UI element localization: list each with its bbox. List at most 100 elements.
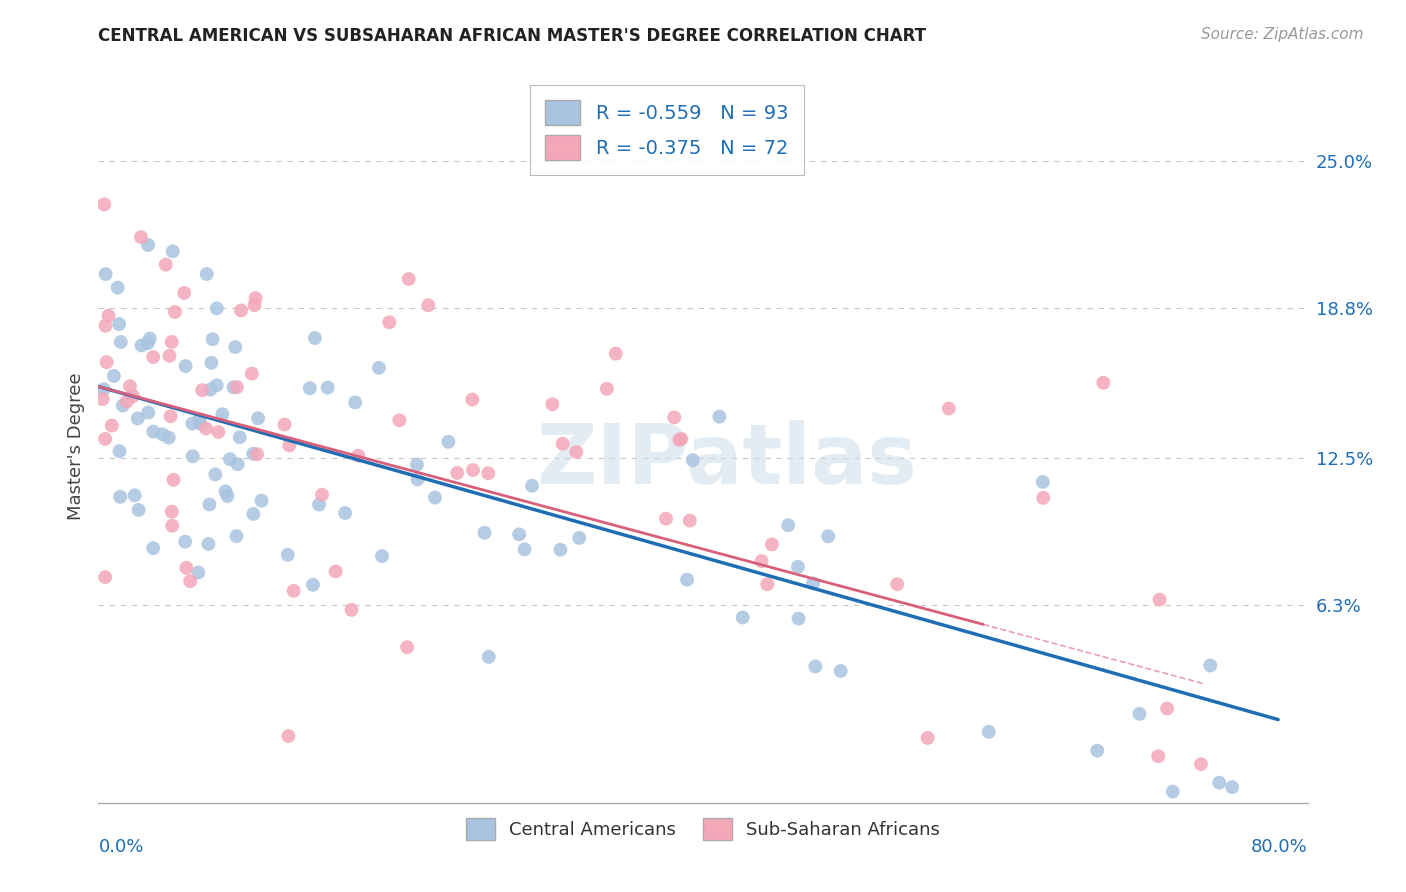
Point: [568, 531, 591, 545]
Point: [817, 529, 839, 543]
Y-axis label: Master's Degree: Master's Degree: [66, 372, 84, 520]
Point: [388, 413, 411, 427]
Point: [188, 413, 211, 427]
Point: [1149, 592, 1171, 607]
Point: [242, 447, 264, 461]
Point: [1189, 757, 1212, 772]
Point: [778, 518, 800, 533]
Point: [229, 303, 252, 318]
Point: [398, 272, 420, 286]
Point: [187, 566, 209, 580]
Point: [142, 425, 165, 439]
Point: [344, 395, 367, 409]
Point: [423, 491, 446, 505]
Point: [676, 573, 699, 587]
Point: [787, 612, 810, 626]
Point: [217, 489, 239, 503]
Point: [304, 331, 326, 345]
Point: [222, 380, 245, 394]
Point: [682, 453, 704, 467]
Point: [1032, 491, 1054, 505]
Point: [731, 610, 754, 624]
Point: [565, 445, 588, 459]
Point: [273, 417, 295, 432]
Point: [128, 503, 150, 517]
Point: [97, 309, 120, 323]
Point: [308, 498, 330, 512]
Point: [107, 280, 129, 294]
Point: [368, 360, 391, 375]
Point: [801, 576, 824, 591]
Point: [226, 380, 249, 394]
Point: [508, 527, 530, 541]
Point: [122, 389, 145, 403]
Point: [94, 318, 117, 333]
Point: [1032, 475, 1054, 489]
Point: [938, 401, 960, 416]
Point: [245, 291, 267, 305]
Point: [181, 417, 204, 431]
Point: [655, 511, 678, 525]
Point: [108, 444, 131, 458]
Point: [176, 561, 198, 575]
Point: [195, 267, 218, 281]
Point: [371, 549, 394, 563]
Point: [1156, 701, 1178, 715]
Text: 80.0%: 80.0%: [1251, 838, 1308, 856]
Point: [1199, 658, 1222, 673]
Text: Source: ZipAtlas.com: Source: ZipAtlas.com: [1201, 27, 1364, 42]
Text: CENTRAL AMERICAN VS SUBSAHARAN AFRICAN MASTER'S DEGREE CORRELATION CHART: CENTRAL AMERICAN VS SUBSAHARAN AFRICAN M…: [98, 27, 927, 45]
Point: [277, 548, 299, 562]
Point: [347, 449, 370, 463]
Point: [174, 359, 197, 373]
Point: [118, 379, 141, 393]
Point: [129, 230, 152, 244]
Point: [477, 467, 499, 481]
Point: [1161, 784, 1184, 798]
Point: [200, 383, 222, 397]
Point: [136, 238, 159, 252]
Point: [664, 410, 686, 425]
Point: [1085, 744, 1108, 758]
Point: [917, 731, 939, 745]
Point: [378, 315, 401, 329]
Point: [200, 356, 222, 370]
Point: [136, 336, 159, 351]
Point: [142, 541, 165, 556]
Point: [302, 578, 325, 592]
Point: [93, 197, 115, 211]
Point: [197, 537, 219, 551]
Point: [96, 355, 118, 369]
Point: [111, 399, 134, 413]
Point: [207, 425, 229, 439]
Point: [461, 463, 484, 477]
Point: [191, 383, 214, 397]
Point: [155, 258, 177, 272]
Point: [246, 447, 269, 461]
Point: [94, 267, 117, 281]
Point: [325, 565, 347, 579]
Point: [679, 514, 702, 528]
Point: [709, 409, 731, 424]
Point: [139, 332, 162, 346]
Point: [550, 542, 572, 557]
Point: [513, 542, 536, 557]
Point: [311, 488, 333, 502]
Point: [214, 484, 236, 499]
Point: [152, 427, 174, 442]
Point: [446, 466, 468, 480]
Point: [225, 529, 247, 543]
Point: [91, 392, 114, 406]
Point: [298, 381, 321, 395]
Point: [250, 493, 273, 508]
Legend: Central Americans, Sub-Saharan Africans: Central Americans, Sub-Saharan Africans: [458, 811, 948, 847]
Point: [596, 382, 619, 396]
Point: [761, 537, 783, 551]
Point: [157, 431, 180, 445]
Point: [198, 498, 221, 512]
Point: [461, 392, 484, 407]
Point: [205, 301, 228, 316]
Point: [886, 577, 908, 591]
Point: [160, 334, 183, 349]
Text: ZIPatlas: ZIPatlas: [537, 420, 918, 500]
